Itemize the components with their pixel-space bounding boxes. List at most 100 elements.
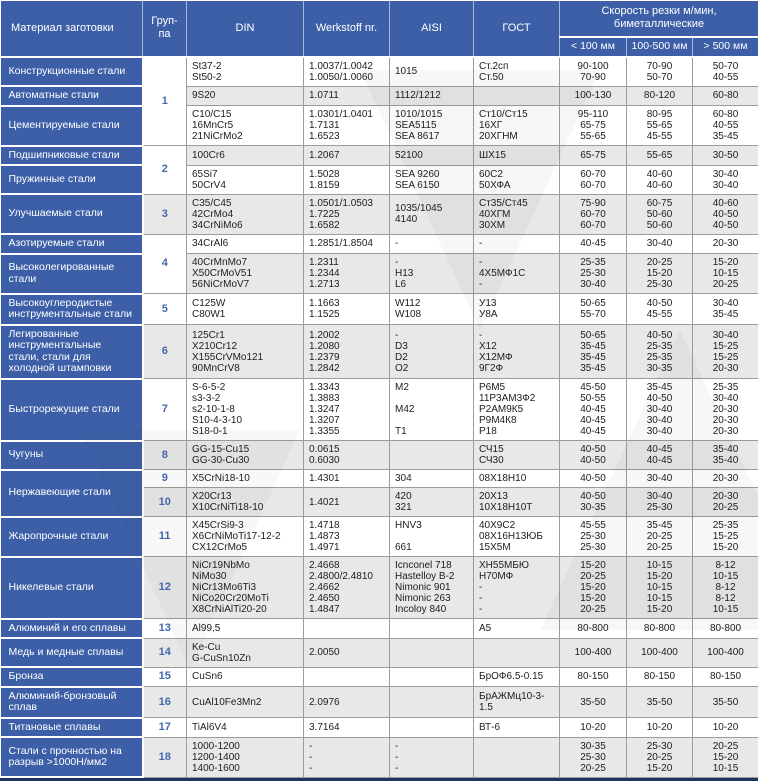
speed-gt-500-cell: 35-50: [693, 687, 758, 718]
speed-gt-500-cell: 30-50: [693, 146, 758, 166]
group-cell: 11: [143, 517, 187, 557]
gost-cell: Ст10/Ст15 16ХГ 20ХГНМ: [474, 106, 560, 146]
werkstoff-cell: - - -: [304, 737, 390, 777]
gost-cell: - 4Х5МФ1С -: [474, 254, 560, 294]
material-cell: Пружинные стали: [1, 165, 143, 194]
group-cell: 13: [143, 619, 187, 639]
speed-100-500-cell: 10-20: [627, 718, 693, 738]
speed-lt-100-cell: 40-45: [560, 234, 627, 254]
speed-lt-100-cell: 80-150: [560, 667, 627, 687]
group-cell: 4: [143, 234, 187, 294]
speed-100-500-cell: 30-40 25-30: [627, 488, 693, 517]
group-cell: 6: [143, 325, 187, 379]
speed-lt-100-cell: 15-20 20-25 15-20 15-20 20-25: [560, 557, 627, 619]
werkstoff-cell: 1.3343 1.3883 1.3247 1.3207 1.3355: [304, 379, 390, 441]
speed-lt-100-cell: 40-50 30-35: [560, 488, 627, 517]
gost-cell: [474, 737, 560, 777]
gost-cell: Ст.2сп Ст.50: [474, 57, 560, 87]
aisi-cell: HNV3 661: [390, 517, 474, 557]
material-cell: Медь и медные сплавы: [1, 638, 143, 667]
gost-cell: БрОФ6.5-0.15: [474, 667, 560, 687]
speed-gt-500-cell: 60-80: [693, 86, 758, 106]
din-cell: X45CrSi9-3 X6CrNiMoTi17-12-2 CX12CrMo5: [187, 517, 304, 557]
werkstoff-cell: 1.1663 1.1525: [304, 294, 390, 325]
gost-cell: - Х12 Х12МФ 9Г2Ф: [474, 325, 560, 379]
din-cell: GG-15-Cu15 GG-30-Cu30: [187, 441, 304, 470]
din-cell: Al99,5: [187, 619, 304, 639]
gost-cell: А5: [474, 619, 560, 639]
werkstoff-cell: [304, 667, 390, 687]
gost-cell: Ст35/Ст45 40ХГМ 30ХМ: [474, 194, 560, 234]
speed-100-500-cell: 40-50 25-35 25-35 30-35: [627, 325, 693, 379]
speed-lt-100-cell: 100-400: [560, 638, 627, 667]
werkstoff-cell: [304, 619, 390, 639]
group-cell: 2: [143, 146, 187, 195]
speed-lt-100-cell: 75-90 60-70 60-70: [560, 194, 627, 234]
aisi-cell: 304: [390, 470, 474, 488]
din-cell: C35/C45 42CrMo4 34CrNiMo6: [187, 194, 304, 234]
group-cell: 12: [143, 557, 187, 619]
speed-gt-500-cell: 8-12 10-15 8-12 8-12 10-15: [693, 557, 758, 619]
aisi-cell: [390, 619, 474, 639]
din-cell: TiAl6V4: [187, 718, 304, 738]
aisi-cell: [390, 718, 474, 738]
group-cell: 14: [143, 638, 187, 667]
aisi-cell: - H13 L6: [390, 254, 474, 294]
aisi-cell: Icnconel 718 Hastelloy B-2 Nimonic 901 N…: [390, 557, 474, 619]
aisi-cell: -: [390, 234, 474, 254]
speed-gt-500-cell: 30-40 15-25 15-25 20-30: [693, 325, 758, 379]
werkstoff-cell: 0.0615 0.6030: [304, 441, 390, 470]
din-cell: NiCr19NbMo NiMo30 NiCr13Mo6Ti3 NiCo20Cr2…: [187, 557, 304, 619]
werkstoff-cell: 1.2002 1.2080 1.2379 1.2842: [304, 325, 390, 379]
group-cell: 5: [143, 294, 187, 325]
gost-cell: ШХ15: [474, 146, 560, 166]
gost-cell: ХН55МБЮ Н70МФ - - -: [474, 557, 560, 619]
speed-lt-100-cell: 65-75: [560, 146, 627, 166]
speed-lt-100-cell: 35-50: [560, 687, 627, 718]
gost-cell: -: [474, 234, 560, 254]
group-cell: 1: [143, 57, 187, 146]
aisi-cell: W112 W108: [390, 294, 474, 325]
aisi-cell: [390, 441, 474, 470]
werkstoff-cell: 1.0711: [304, 86, 390, 106]
group-cell: 15: [143, 667, 187, 687]
material-cell: Легированные инструментальные стали, ста…: [1, 325, 143, 379]
aisi-cell: M2 M42 T1: [390, 379, 474, 441]
aisi-cell: 1015: [390, 57, 474, 87]
gost-cell: ВТ-6: [474, 718, 560, 738]
table-header: Материал заготовки Груп- па DIN Werkstof…: [1, 1, 758, 57]
speed-100-500-cell: 35-45 40-50 30-40 30-40 30-40: [627, 379, 693, 441]
speed-100-500-cell: 70-90 50-70: [627, 57, 693, 87]
header-speed-gt-500: > 500 мм: [693, 37, 758, 57]
speed-lt-100-cell: 30-35 25-30 20-25: [560, 737, 627, 777]
gost-cell: 08Х18Н10: [474, 470, 560, 488]
table-row: Легированные инструментальные стали, ста…: [1, 325, 758, 379]
speed-100-500-cell: 80-120: [627, 86, 693, 106]
speed-100-500-cell: 40-45 40-45: [627, 441, 693, 470]
speed-lt-100-cell: 60-70 60-70: [560, 165, 627, 194]
speed-lt-100-cell: 40-50: [560, 470, 627, 488]
material-cell: Нержавеющие стали: [1, 470, 143, 517]
material-cell: Чугуны: [1, 441, 143, 470]
speed-lt-100-cell: 100-130: [560, 86, 627, 106]
material-cell: Конструкционные стали: [1, 57, 143, 87]
werkstoff-cell: 1.2067: [304, 146, 390, 166]
aisi-cell: - D3 D2 O2: [390, 325, 474, 379]
gost-cell: 40Х9С2 08Х16Н13ЮБ 15Х5М: [474, 517, 560, 557]
header-material: Материал заготовки: [1, 1, 143, 57]
speed-lt-100-cell: 90-100 70-90: [560, 57, 627, 87]
material-cell: Автоматные стали: [1, 86, 143, 106]
header-gost: ГОСТ: [474, 1, 560, 57]
material-cell: Бронза: [1, 667, 143, 687]
gost-cell: Р6М5 11Р3АМ3Ф2 Р2АМ9К5 Р9М4К8 Р18: [474, 379, 560, 441]
material-cell: Жаропрочные стали: [1, 517, 143, 557]
speed-lt-100-cell: 50-65 55-70: [560, 294, 627, 325]
speed-gt-500-cell: 30-40 35-45: [693, 294, 758, 325]
din-cell: Ke-Cu G-CuSn10Zn: [187, 638, 304, 667]
